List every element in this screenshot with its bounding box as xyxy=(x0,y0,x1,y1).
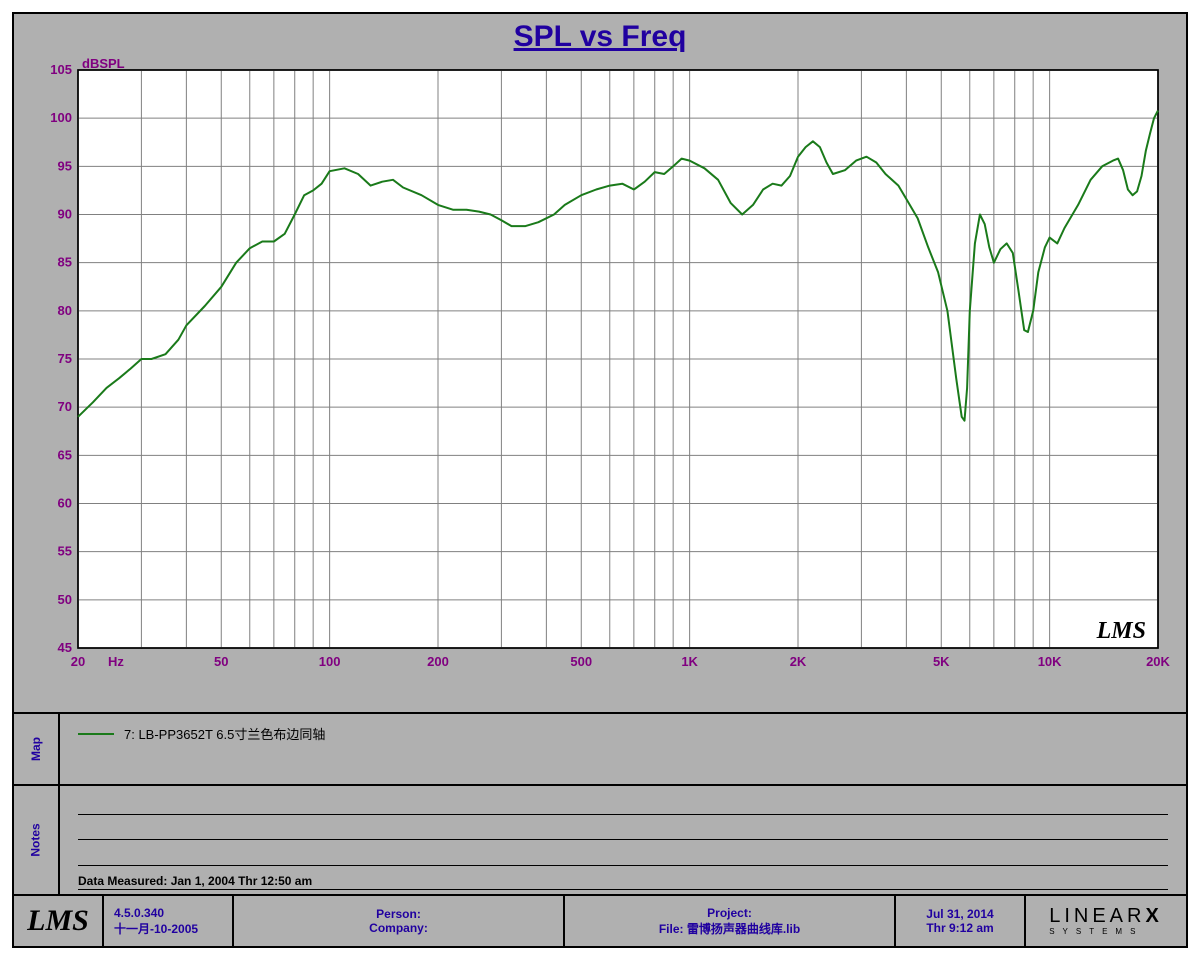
legend-body: 7: LB-PP3652T 6.5寸兰色布边同轴 xyxy=(60,714,1186,784)
legend-item: 7: LB-PP3652T 6.5寸兰色布边同轴 xyxy=(78,724,325,743)
svg-text:50: 50 xyxy=(58,592,72,607)
svg-text:Hz: Hz xyxy=(108,654,124,669)
svg-text:500: 500 xyxy=(570,654,592,669)
svg-text:2K: 2K xyxy=(790,654,807,669)
svg-text:85: 85 xyxy=(58,255,72,270)
notes-panel: Notes Data Measured: Jan 1, 2004 Thr 12:… xyxy=(14,784,1186,894)
notes-body: Data Measured: Jan 1, 2004 Thr 12:50 am xyxy=(60,786,1186,894)
svg-text:1K: 1K xyxy=(681,654,698,669)
svg-text:65: 65 xyxy=(58,447,72,462)
footer-person-company: Person: Company: xyxy=(234,896,565,946)
svg-text:75: 75 xyxy=(58,351,72,366)
note-blank-line xyxy=(78,821,1168,840)
svg-text:55: 55 xyxy=(58,544,72,559)
footer-logo-right: LINEARX SYSTEMS xyxy=(1026,896,1186,946)
note-blank-line xyxy=(78,847,1168,866)
footer-datetime: Jul 31, 2014 Thr 9:12 am xyxy=(896,896,1026,946)
svg-text:90: 90 xyxy=(58,207,72,222)
svg-text:200: 200 xyxy=(427,654,449,669)
svg-text:10K: 10K xyxy=(1038,654,1062,669)
legend-tab: Map xyxy=(14,714,60,784)
svg-text:LMS: LMS xyxy=(1096,618,1146,644)
svg-text:45: 45 xyxy=(58,640,72,655)
svg-text:20K: 20K xyxy=(1146,654,1170,669)
svg-text:60: 60 xyxy=(58,496,72,511)
legend-panel: Map 7: LB-PP3652T 6.5寸兰色布边同轴 xyxy=(14,712,1186,784)
chart-panel: SPL vs Freq 45 50 55 60 65 70 75 80 85 90 95 100 105… xyxy=(14,14,1186,712)
svg-text:100: 100 xyxy=(319,654,341,669)
svg-text:dBSPL: dBSPL xyxy=(82,56,125,71)
footer-panel: LMS 4.5.0.340 十一月-10-2005 Person: Compan… xyxy=(14,894,1186,946)
svg-text:70: 70 xyxy=(58,399,72,414)
chart-title: SPL vs Freq xyxy=(30,20,1170,54)
legend-swatch xyxy=(78,733,114,735)
footer-project-file: Project: File: 雷博扬声器曲线库.lib xyxy=(565,896,896,946)
note-measured: Data Measured: Jan 1, 2004 Thr 12:50 am xyxy=(78,874,1168,890)
spl-vs-freq-chart: 45 50 55 60 65 70 75 80 85 90 95 100 105 20 50 100 200 50… xyxy=(30,56,1170,676)
legend-label: 7: LB-PP3652T 6.5寸兰色布边同轴 xyxy=(124,724,325,743)
svg-text:20: 20 xyxy=(71,654,85,669)
footer-logo-left: LMS xyxy=(14,896,104,946)
svg-text:80: 80 xyxy=(58,303,72,318)
svg-text:50: 50 xyxy=(214,654,228,669)
svg-text:5K: 5K xyxy=(933,654,950,669)
svg-text:105: 105 xyxy=(50,62,72,77)
svg-text:100: 100 xyxy=(50,110,72,125)
note-blank-line xyxy=(78,796,1168,815)
notes-tab: Notes xyxy=(14,786,60,894)
window-frame: SPL vs Freq 45 50 55 60 65 70 75 80 85 90 95 100 105… xyxy=(12,12,1188,948)
footer-version: 4.5.0.340 十一月-10-2005 xyxy=(104,896,234,946)
svg-text:95: 95 xyxy=(58,158,72,173)
